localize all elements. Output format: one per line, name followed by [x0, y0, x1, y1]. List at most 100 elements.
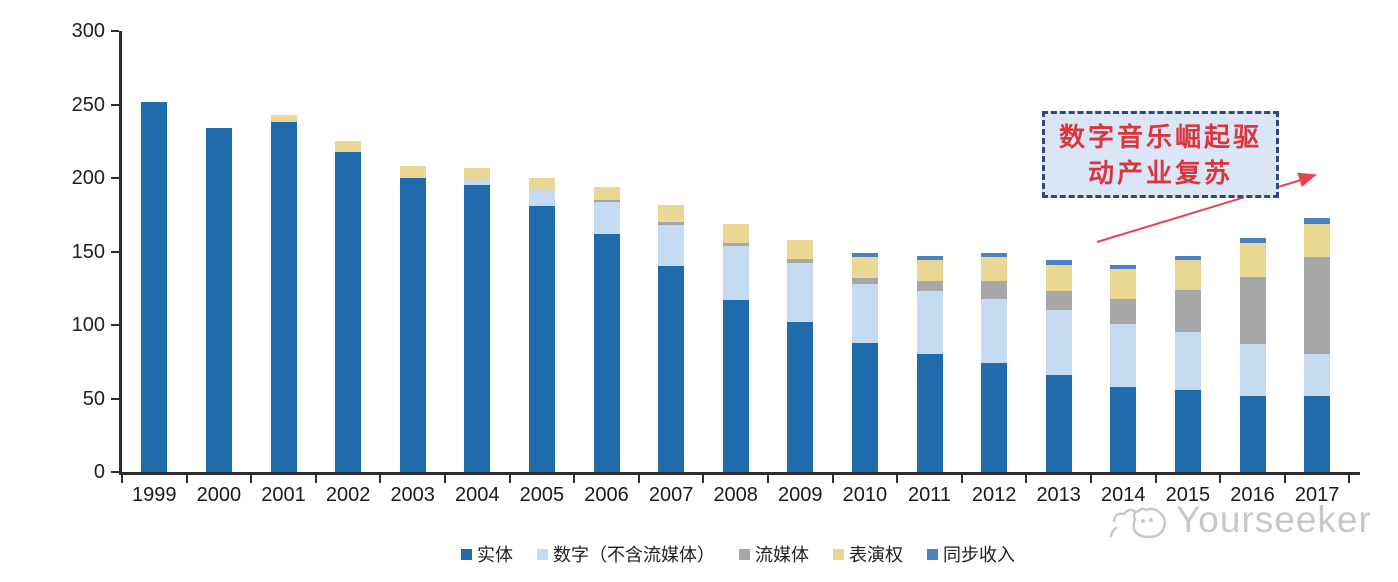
bar-segment-2010-performance-rights — [851, 257, 878, 278]
bar-2017 — [1304, 217, 1331, 472]
bar-segment-2002-performance-rights — [335, 141, 362, 152]
bar-segment-2002-physical — [335, 151, 362, 472]
bar-segment-2017-digital-excl-streaming — [1304, 354, 1331, 396]
legend-label-physical: 实体 — [477, 545, 513, 565]
x-axis-label-2001: 2001 — [261, 484, 306, 506]
bar-2013 — [1045, 260, 1072, 472]
legend-label-digital-excl-streaming: 数字（不含流媒体） — [553, 545, 715, 565]
x-axis-label-2014: 2014 — [1101, 484, 1146, 506]
bar-segment-2007-streaming — [658, 222, 685, 226]
x-axis-tick — [121, 475, 123, 483]
bar-segment-2010-streaming — [851, 277, 878, 284]
x-axis-tick — [896, 475, 899, 483]
bar-2002 — [335, 141, 362, 472]
bar-segment-2006-performance-rights — [593, 186, 620, 201]
bar-segment-2001-physical — [270, 122, 297, 472]
x-axis-label-2013: 2013 — [1036, 484, 1081, 506]
x-axis-label-2005: 2005 — [519, 484, 565, 506]
bar-segment-2017-sync-revenue — [1304, 217, 1331, 224]
bar-segment-2009-streaming — [787, 258, 814, 264]
bar-segment-2011-performance-rights — [916, 260, 943, 281]
x-axis-label-2004: 2004 — [455, 484, 500, 506]
bar-segment-2016-physical — [1239, 395, 1266, 472]
bar-2015 — [1174, 256, 1201, 472]
bar-segment-2013-physical — [1045, 375, 1072, 472]
legend-item-digital-excl-streaming: 数字（不含流媒体） — [537, 541, 715, 567]
y-axis-label-0: 0 — [93, 461, 105, 483]
x-axis-tick — [637, 475, 640, 483]
legend-label-performance-rights: 表演权 — [849, 545, 903, 565]
legend-swatch-streaming — [739, 548, 750, 560]
x-axis-label-2008: 2008 — [713, 484, 758, 506]
x-axis-label-2006: 2006 — [584, 484, 629, 506]
annotation-line1: 数字音乐崛起驱 — [1058, 121, 1262, 152]
bar-segment-2005-performance-rights — [528, 177, 555, 190]
bar-segment-1999-physical — [141, 101, 168, 472]
x-axis-label-2009: 2009 — [778, 484, 823, 506]
bar-segment-2014-physical — [1110, 386, 1137, 472]
watermark-text: Yourseeker — [1176, 499, 1372, 540]
bar-segment-2015-digital-excl-streaming — [1174, 332, 1201, 390]
bar-segment-2014-streaming — [1110, 298, 1137, 324]
x-axis-label-2015: 2015 — [1165, 484, 1211, 506]
bar-segment-2007-physical — [658, 266, 685, 472]
bar-2008 — [722, 223, 749, 472]
bar-segment-2006-streaming — [593, 200, 620, 202]
bar-segment-2017-performance-rights — [1304, 223, 1331, 258]
legend-swatch-performance-rights — [833, 548, 844, 560]
bar-segment-2007-digital-excl-streaming — [658, 225, 685, 267]
legend-item-performance-rights: 表演权 — [833, 541, 903, 567]
bar-segment-2011-digital-excl-streaming — [916, 291, 943, 355]
y-axis-tick — [111, 103, 119, 106]
x-axis-label-2002: 2002 — [325, 484, 371, 506]
bar-segment-2013-performance-rights — [1045, 264, 1072, 292]
bar-2003 — [399, 166, 426, 472]
bar-segment-2012-sync-revenue — [981, 253, 1008, 258]
bar-segment-2001-performance-rights — [270, 114, 297, 123]
y-axis-label-250: 250 — [71, 93, 105, 116]
x-axis-tick — [1025, 475, 1028, 483]
bar-segment-2003-performance-rights — [399, 166, 426, 178]
x-axis-tick — [1219, 475, 1222, 483]
bar-segment-2004-digital-excl-streaming — [464, 179, 491, 186]
bar-segment-2015-sync-revenue — [1174, 256, 1201, 261]
x-axis-tick — [960, 475, 963, 483]
legend-label-sync-revenue: 同步收入 — [943, 545, 1015, 565]
legend: 实体 数字（不含流媒体） 流媒体 表演权 同步收入 — [113, 541, 1363, 567]
bar-2016 — [1239, 238, 1266, 472]
bar-segment-2011-streaming — [916, 280, 943, 292]
y-axis-tick — [111, 471, 119, 473]
bar-segment-2016-digital-excl-streaming — [1239, 344, 1266, 396]
bar-segment-2009-performance-rights — [787, 239, 814, 259]
x-axis-tick — [573, 475, 576, 483]
bar-2001 — [270, 114, 297, 472]
x-axis-label-2000: 2000 — [196, 484, 242, 506]
legend-item-physical: 实体 — [461, 541, 513, 567]
bar-segment-2012-streaming — [981, 280, 1008, 299]
bar-segment-2015-physical — [1174, 389, 1201, 472]
bar-segment-2004-physical — [464, 185, 491, 472]
watermark: Yourseeker — [1108, 498, 1372, 548]
bar-2000 — [205, 128, 232, 472]
x-axis-tick — [702, 475, 705, 483]
bar-segment-2010-digital-excl-streaming — [851, 283, 878, 343]
annotation-box: 数字音乐崛起驱 动产业复苏 — [1042, 111, 1279, 198]
x-axis-tick — [508, 475, 511, 483]
bar-2010 — [851, 252, 878, 472]
y-axis-tick — [111, 250, 119, 253]
legend-swatch-physical — [461, 548, 472, 560]
bar-segment-2016-streaming — [1239, 276, 1266, 345]
bar-2009 — [787, 239, 814, 472]
bar-segment-2011-physical — [916, 354, 943, 472]
x-axis-label-2016: 2016 — [1230, 484, 1275, 506]
x-axis-tick — [831, 475, 834, 483]
plot-area — [119, 31, 1360, 475]
bar-segment-2013-streaming — [1045, 291, 1072, 311]
x-axis-label-2017: 2017 — [1294, 484, 1340, 506]
y-axis-tick — [111, 177, 119, 179]
bar-segment-2014-performance-rights — [1110, 269, 1137, 299]
bar-2012 — [981, 253, 1008, 472]
x-axis-tick — [314, 475, 317, 483]
bar-segment-2013-sync-revenue — [1045, 260, 1072, 265]
